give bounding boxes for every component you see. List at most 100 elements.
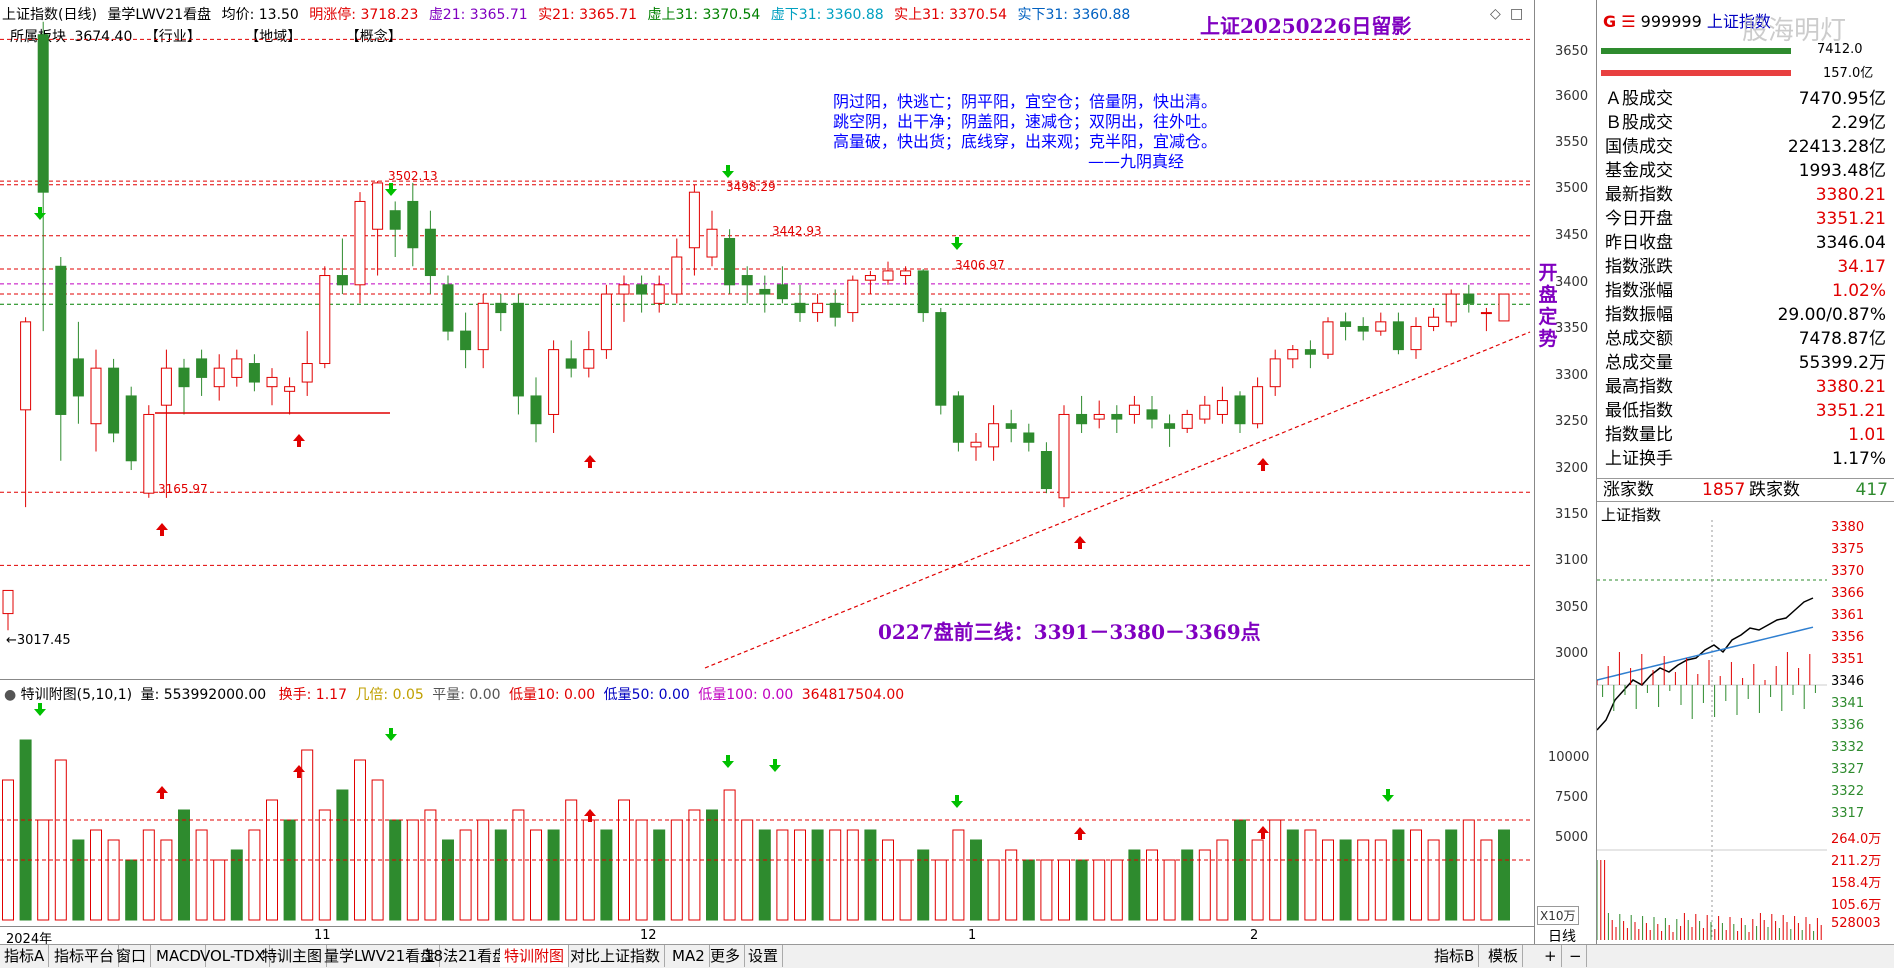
period-label[interactable]: 日线	[1548, 929, 1576, 945]
side-char-1: 开	[1538, 262, 1558, 284]
gear-icon[interactable]: ●	[4, 687, 17, 703]
tab-8[interactable]: 特训附图	[500, 945, 570, 967]
main-y-axis: 3650 3600 3550 3500 3450 3400 3350 3300 …	[1535, 0, 1596, 680]
fall-label: 跌家数	[1749, 480, 1800, 500]
volume-bar	[37, 819, 50, 921]
candle	[1111, 413, 1123, 420]
candle	[1076, 413, 1088, 425]
candle	[1023, 432, 1035, 443]
candle	[1410, 325, 1422, 351]
candle	[776, 284, 788, 300]
quote-row-value: 22413.28亿	[1787, 137, 1886, 157]
volume-bar	[1286, 829, 1299, 921]
quote-row-value: 34.17	[1837, 257, 1886, 277]
tab-2[interactable]: 窗口	[112, 945, 152, 967]
menu-icon[interactable]: ☰	[1621, 12, 1636, 31]
main-kline-chart[interactable]: 上证指数(日线) 量学LWV21看盘 均价: 13.50 明涨停: 3718.2…	[0, 0, 1558, 680]
mini-axis-tick: 211.2万	[1831, 854, 1882, 869]
volume-bar	[1058, 859, 1070, 921]
shixia31: 实下31: 3360.88	[1017, 7, 1131, 23]
xuxia31: 虚下31: 3360.88	[770, 7, 884, 23]
tab-plus[interactable]: +	[1540, 945, 1562, 967]
chart-header: 上证指数(日线) 量学LWV21看盘 均价: 13.50 明涨停: 3718.2…	[2, 4, 1136, 24]
volume-bar	[213, 859, 226, 921]
mini-axis-tick: 105.6万	[1831, 898, 1882, 913]
quote-row: 指数振幅 29.00/0.87%	[1601, 304, 1890, 326]
candle	[565, 358, 577, 369]
volume-bar	[952, 829, 965, 921]
volume-subchart[interactable]: ● 特训附图(5,10,1) 量: 553992000.00 换手: 1.17 …	[0, 680, 1535, 948]
quote-row-label: 指数涨幅	[1605, 281, 1673, 301]
volume-bar	[72, 839, 85, 921]
mini-axis-tick: 3317	[1831, 806, 1865, 821]
fall-val: 417	[1855, 480, 1888, 500]
candle	[160, 367, 172, 406]
kline-svg	[0, 21, 1533, 669]
volume-bar	[442, 839, 454, 921]
indicator-name[interactable]: 量学LWV21看盘	[107, 7, 212, 23]
candle	[935, 312, 947, 406]
tab-6[interactable]: 量学LWV21看盘	[320, 945, 441, 967]
tab-3[interactable]: MACD	[152, 945, 206, 967]
tab-9[interactable]: 对比上证指数	[566, 945, 666, 967]
volume-bar	[1339, 839, 1352, 921]
volume-bar	[582, 819, 595, 921]
vol-buy-arrow	[156, 786, 168, 799]
volume-bar	[494, 829, 507, 921]
mini-title: 上证指数	[1601, 506, 1662, 524]
candle	[847, 279, 859, 314]
tab-12[interactable]: 设置	[744, 945, 784, 967]
date-label: 12	[640, 928, 657, 943]
vol-buy-arrow	[584, 809, 596, 822]
mini-axis-tick: 3361	[1831, 608, 1865, 623]
quote-row: 指数涨幅 1.02%	[1601, 280, 1890, 302]
sector-top-value: 3674.40	[74, 29, 133, 45]
rise-val: 1857	[1702, 480, 1746, 500]
candle	[759, 288, 771, 295]
tab-indicator-b[interactable]: 指标B	[1430, 945, 1480, 967]
quote-row: 昨日收盘 3346.04	[1601, 232, 1890, 254]
quote-name: 上证指数	[1706, 12, 1771, 31]
volume-svg	[0, 703, 1533, 921]
index-name: 上证指数(日线)	[2, 7, 97, 23]
sub-header: ● 特训附图(5,10,1) 量: 553992000.00 换手: 1.17 …	[4, 684, 904, 704]
y-tick: 3200	[1555, 461, 1589, 476]
diamond-icon[interactable]: ◇	[1490, 6, 1501, 22]
tab-0[interactable]: 指标A	[0, 945, 50, 967]
tab-5[interactable]: 特训主图	[258, 945, 328, 967]
sub-diliang100: 低量100: 0.00	[698, 687, 794, 703]
price-label-3442: 3442.93	[772, 224, 822, 238]
tab-4[interactable]: VOL-TDX	[196, 945, 270, 967]
tab-11[interactable]: 更多	[706, 945, 746, 967]
volume-bar	[1374, 839, 1387, 921]
g-icon[interactable]: G	[1603, 12, 1617, 31]
volume-bar	[230, 849, 243, 921]
volume-bar	[741, 819, 754, 921]
mini-axis-tick: 158.4万	[1831, 876, 1882, 891]
vol-buy-arrow	[293, 765, 305, 778]
tab-minus[interactable]: −	[1565, 945, 1587, 967]
buy-arrow	[1257, 458, 1269, 471]
square-icon[interactable]: □	[1510, 6, 1524, 22]
candle	[1480, 312, 1492, 315]
volume-bar	[1216, 839, 1229, 921]
sub-indicator-name[interactable]: 特训附图(5,10,1)	[20, 687, 133, 703]
tab-1[interactable]: 指标平台	[50, 945, 120, 967]
poem-line-1: 阴过阳，快逃亡；阴平阳，宜空仓；倍量阴，快出清。	[833, 92, 1218, 111]
y-tick: 3600	[1555, 89, 1589, 104]
sub-diliang50: 低量50: 0.00	[603, 687, 690, 703]
quote-row-value: 3346.04	[1815, 233, 1886, 253]
volume-bar	[670, 819, 683, 921]
sub-beiji: 几倍: 0.05	[355, 687, 424, 703]
tab-10[interactable]: MA2	[668, 945, 710, 967]
tab-template[interactable]: 模板	[1484, 945, 1524, 967]
candle	[90, 367, 102, 425]
candle	[213, 367, 225, 388]
volume-bar	[354, 759, 366, 921]
quote-row-value: 1.01	[1848, 425, 1886, 445]
mini-axis-tick: 3332	[1831, 740, 1865, 755]
mini-axis-tick: 3366	[1831, 586, 1865, 601]
volume-bar	[107, 839, 120, 921]
limit-up: 明涨停: 3718.23	[309, 7, 419, 23]
tab-7[interactable]: 18法21看盘	[420, 945, 513, 967]
